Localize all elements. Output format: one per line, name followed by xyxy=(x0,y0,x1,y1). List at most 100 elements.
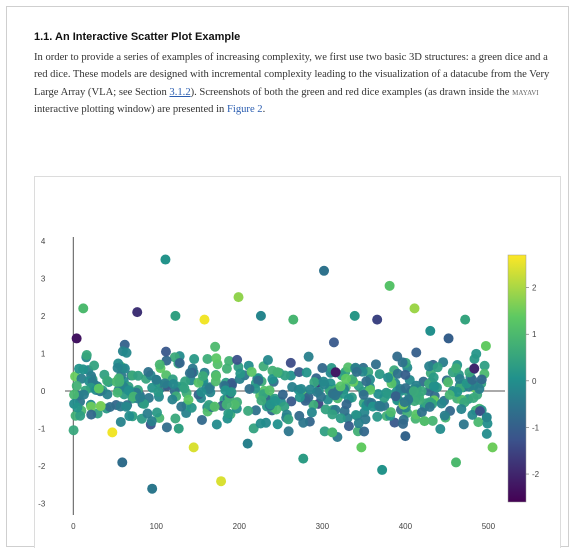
scatter-point xyxy=(160,346,171,357)
y-tick-label: -1 xyxy=(38,425,46,434)
scatter-point xyxy=(132,307,143,318)
section-number: 1.1. xyxy=(34,31,53,43)
scatter-point xyxy=(343,421,354,432)
scatter-point xyxy=(264,385,275,396)
scatter-point xyxy=(232,354,243,365)
scatter-point xyxy=(199,314,210,325)
scatter-point xyxy=(308,399,319,410)
scatter-point xyxy=(153,386,164,397)
scatter-point xyxy=(202,353,213,364)
scatter-point xyxy=(283,414,294,425)
scatter-point xyxy=(89,360,100,371)
figure-reference-link[interactable]: Figure 2 xyxy=(226,104,263,116)
scatter-point xyxy=(196,414,207,425)
scatter-point xyxy=(327,427,338,438)
scatter-point xyxy=(385,407,396,418)
scatter-point xyxy=(439,410,450,421)
scatter-point xyxy=(95,401,106,412)
scatter-point xyxy=(330,390,341,401)
scatter-point xyxy=(255,310,266,321)
scatter-point xyxy=(481,412,492,423)
scatter-point xyxy=(233,292,244,303)
scatter-point xyxy=(183,394,194,405)
colorbar-tick-label: -2 xyxy=(532,470,540,479)
scatter-point xyxy=(142,408,153,419)
scatter-point xyxy=(71,333,82,344)
scatter-point xyxy=(469,363,480,374)
scatter-point xyxy=(301,367,312,378)
scatter-point xyxy=(399,397,410,408)
scatter-point xyxy=(107,427,118,438)
scatter-point xyxy=(68,425,79,436)
scatter-point xyxy=(174,358,185,369)
scatter-point xyxy=(474,383,485,394)
scatter-point xyxy=(180,376,191,387)
scatter-point xyxy=(115,416,126,427)
scatter-point xyxy=(419,416,430,427)
scatter-point xyxy=(372,411,383,422)
scatter-point xyxy=(160,254,171,265)
scatter-point xyxy=(161,422,172,433)
scatter-points xyxy=(68,254,498,494)
scatter-point xyxy=(443,377,454,388)
y-tick-label: -3 xyxy=(38,500,46,509)
scatter-point xyxy=(468,392,479,403)
y-tick-label: -2 xyxy=(38,462,46,471)
scatter-point xyxy=(298,417,309,428)
scatter-point xyxy=(375,401,386,412)
scatter-point xyxy=(243,405,254,416)
scatter-point xyxy=(451,363,462,374)
scatter-point xyxy=(253,375,264,386)
scatter-point xyxy=(428,372,439,383)
scatter-point xyxy=(211,419,222,430)
scatter-point xyxy=(408,386,419,397)
scatter-point xyxy=(196,387,207,398)
scatter-point xyxy=(377,464,388,475)
scatter-point xyxy=(81,350,92,361)
scatter-point xyxy=(305,384,316,395)
scatter-point xyxy=(427,415,438,426)
scatter-point xyxy=(147,483,158,494)
scatter-point xyxy=(71,380,82,391)
colorbar-tick-label: 0 xyxy=(532,377,537,386)
scatter-plot-svg[interactable]: -3 -2 -1 0 1 2 3 4 0 100 200 300 400 500 -2 -1 0 1 2 xyxy=(35,177,560,549)
paragraph-text-4: . xyxy=(262,104,266,116)
scatter-point xyxy=(309,377,320,388)
scatter-point xyxy=(372,314,383,325)
scatter-point xyxy=(397,357,408,368)
paragraph-text-3: interactive plotting window) are present… xyxy=(34,104,227,116)
scatter-point xyxy=(211,371,222,381)
y-tick-label: 2 xyxy=(41,312,46,321)
scatter-point xyxy=(112,387,123,398)
scatter-point xyxy=(411,347,422,358)
scatter-point xyxy=(392,368,403,379)
scatter-point xyxy=(167,394,178,405)
paragraph-text-2: ). Screenshots of both the green and red… xyxy=(190,86,513,98)
scatter-point xyxy=(288,314,299,325)
scatter-point xyxy=(435,424,446,435)
y-tick-label: 1 xyxy=(41,349,46,358)
scatter-point xyxy=(428,381,439,392)
scatter-point xyxy=(349,310,360,321)
scatter-point xyxy=(361,376,372,387)
scatter-point xyxy=(458,419,469,430)
scatter-point xyxy=(69,389,80,400)
colorbar-tick-label: 2 xyxy=(532,284,537,293)
scatter-point xyxy=(358,389,369,400)
scatter-point xyxy=(283,426,294,437)
scatter-point xyxy=(467,409,478,420)
scatter-point xyxy=(456,404,467,415)
scatter-point xyxy=(146,416,157,427)
scatter-point xyxy=(383,372,394,383)
scatter-point xyxy=(451,457,462,468)
scatter-point xyxy=(327,409,338,420)
scatter-figure: -3 -2 -1 0 1 2 3 4 0 100 200 300 400 500 -2 -1 0 1 2 xyxy=(34,176,561,548)
scatter-point xyxy=(78,303,89,314)
scatter-point xyxy=(256,395,267,406)
scatter-point xyxy=(121,347,132,358)
scatter-point xyxy=(416,407,427,418)
scatter-point xyxy=(296,383,307,394)
document-page: 1.1. An Interactive Scatter Plot Example… xyxy=(6,6,569,548)
section-link[interactable]: 3.1.2 xyxy=(169,86,191,98)
x-tick-label: 400 xyxy=(399,522,413,531)
